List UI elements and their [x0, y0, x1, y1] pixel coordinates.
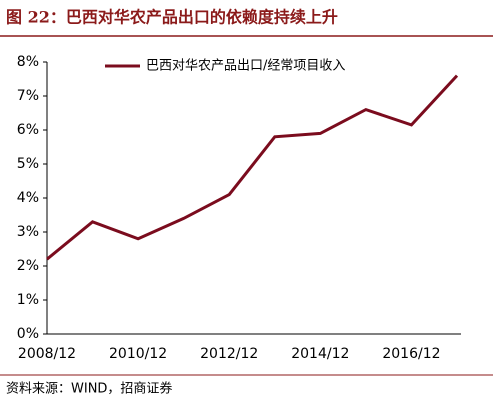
y-tick-label: 3% — [17, 224, 39, 240]
source: 资料来源：WIND，招商证券 — [6, 381, 172, 397]
y-tick-label: 4% — [17, 190, 39, 206]
y-tick-label: 8% — [17, 54, 39, 70]
y-tick-label: 2% — [17, 258, 39, 274]
x-tick-label: 2014/12 — [291, 346, 349, 362]
y-tick-label: 0% — [17, 326, 39, 342]
y-tick-label: 5% — [17, 156, 39, 172]
chart-title: 图 22：巴西对华农产品出口的依赖度持续上升 — [6, 8, 338, 27]
y-tick-label: 6% — [17, 122, 39, 138]
x-tick-label: 2012/12 — [200, 346, 258, 362]
x-tick-label: 2010/12 — [109, 346, 167, 362]
x-tick-label: 2008/12 — [18, 346, 76, 362]
x-tick-label: 2016/12 — [382, 346, 440, 362]
series-line — [46, 74, 459, 261]
y-tick-label: 1% — [17, 292, 39, 308]
y-tick-label: 7% — [17, 88, 39, 104]
legend-label: 巴西对华农产品出口/经常项目收入 — [146, 59, 345, 74]
